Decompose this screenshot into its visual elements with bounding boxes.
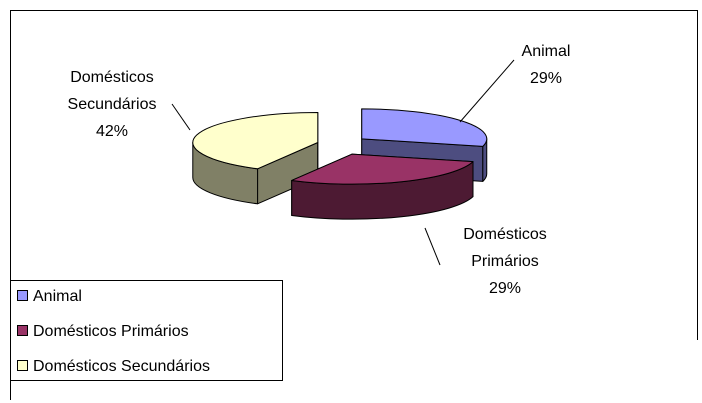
legend-label: Animal: [33, 288, 82, 305]
legend-label: Domésticos Primários: [33, 323, 189, 340]
leader-line: [459, 59, 515, 123]
legend-swatch: [17, 290, 28, 301]
leader-line: [171, 103, 191, 131]
legend-swatch: [17, 360, 28, 371]
data-labels: Animal 29% Domésticos Primários 29% Doméstico…: [68, 43, 571, 297]
data-label-category: Animal: [522, 43, 571, 60]
data-label-value: 29%: [489, 280, 521, 297]
leader-line: [424, 227, 441, 266]
data-label-category: Domésticos Secundários: [68, 69, 157, 113]
pie-slice: [192, 112, 319, 205]
data-label-category: Domésticos Primários: [463, 226, 547, 270]
legend-swatch: [17, 325, 28, 336]
slice-top: [192, 112, 319, 170]
legend-label: Domésticos Secundários: [33, 358, 210, 375]
legend: [10, 280, 283, 381]
legend-items: Animal Domésticos Primários Domésticos Sec…: [17, 288, 210, 375]
pie: [192, 108, 488, 220]
data-label-value: 29%: [530, 70, 562, 87]
chart-frame: [10, 10, 698, 400]
slice-top: [361, 108, 488, 147]
pie-slice: [291, 153, 474, 220]
slice-top: [291, 153, 474, 185]
data-label-value: 42%: [96, 123, 128, 140]
